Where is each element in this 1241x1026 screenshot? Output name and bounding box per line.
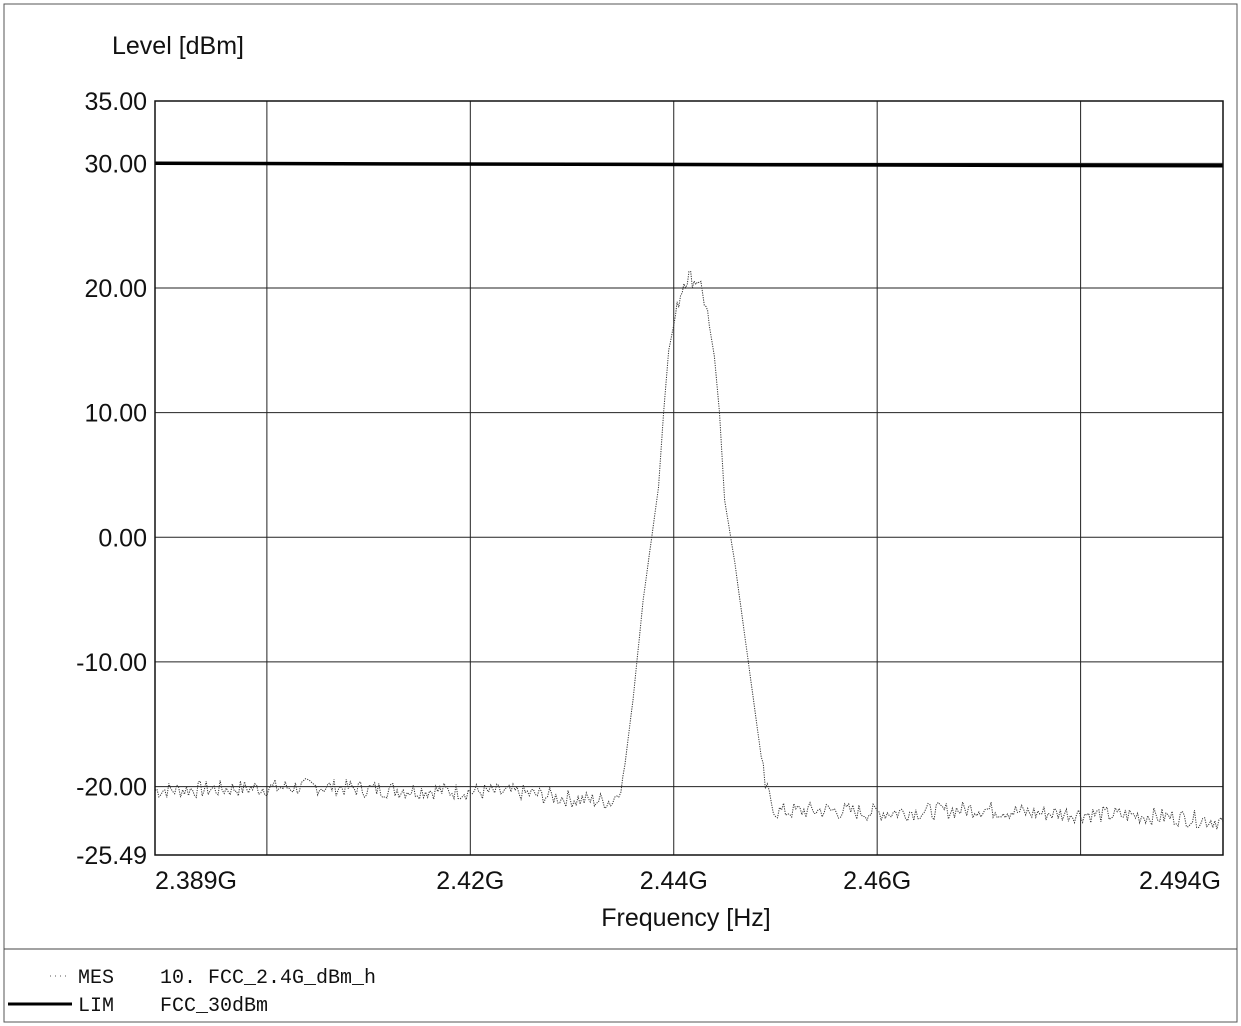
series-line-mes bbox=[154, 271, 1224, 830]
y-tick-label: 10.00 bbox=[84, 400, 147, 428]
figure-border bbox=[3, 3, 1238, 1023]
y-tick-label: -20.00 bbox=[76, 774, 147, 802]
y-tick-label: 0.00 bbox=[98, 524, 147, 552]
y-axis-label: Level [dBm] bbox=[112, 32, 244, 60]
x-tick-label: 2.44G bbox=[640, 867, 708, 895]
x-tick-label: 2.42G bbox=[436, 867, 504, 895]
y-tick-label: 35.00 bbox=[84, 88, 147, 116]
grid bbox=[155, 101, 1223, 855]
x-tick-label: 2.389G bbox=[155, 867, 237, 895]
legend-mes-name: 10. FCC_2.4G_dBm_h bbox=[160, 967, 376, 990]
y-tick-label: -25.49 bbox=[76, 842, 147, 870]
legend-mes-tag: MES bbox=[78, 967, 114, 990]
y-tick-label: 30.00 bbox=[84, 150, 147, 178]
y-tick-labels: 35.00 30.00 20.00 10.00 0.00 -10.00 -20.00 -25.… bbox=[76, 88, 147, 870]
legend-lim-name: FCC_30dBm bbox=[160, 995, 268, 1018]
x-tick-label: 2.494G bbox=[1139, 867, 1221, 895]
legend-lim-tag: LIM bbox=[78, 995, 114, 1018]
y-tick-label: 20.00 bbox=[84, 275, 147, 303]
series-line-lim bbox=[154, 161, 1224, 168]
x-tick-label: 2.46G bbox=[843, 867, 911, 895]
x-tick-labels: 2.389G 2.42G 2.44G 2.46G 2.494G bbox=[155, 867, 1221, 895]
y-tick-label: -10.00 bbox=[76, 649, 147, 677]
plot-frame bbox=[154, 100, 1224, 856]
legend: MES 10. FCC_2.4G_dBm_h LIM FCC_30dBm bbox=[8, 967, 376, 1018]
series-layer bbox=[154, 161, 1224, 830]
x-axis-label: Frequency [Hz] bbox=[601, 904, 771, 932]
